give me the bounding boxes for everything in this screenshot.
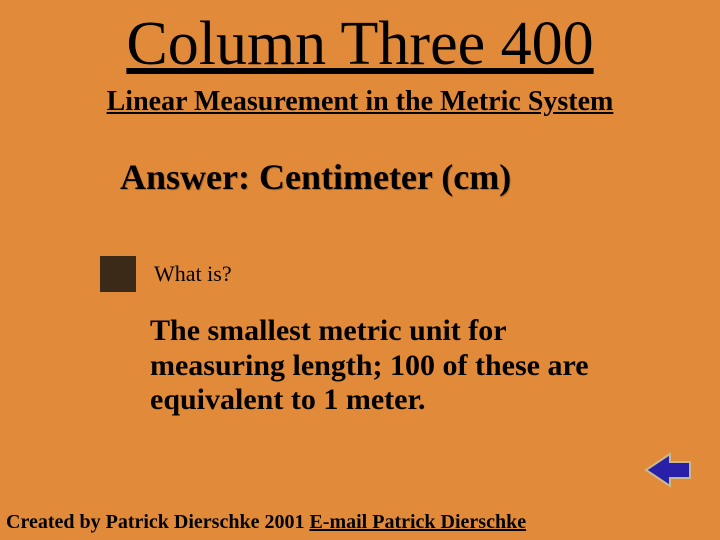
answer-line: Answer: Centimeter (cm) [120, 156, 720, 198]
question-row: What is? [100, 256, 720, 292]
bullet-icon [100, 256, 136, 292]
slide-title: Column Three 400 [0, 0, 720, 78]
footer-text: Created by Patrick Dierschke 2001 [6, 511, 309, 533]
definition-text: The smallest metric unit for measuring l… [150, 314, 640, 418]
answer-label: Answer: [120, 157, 250, 197]
footer-email-link[interactable]: E-mail Patrick Dierschke [309, 511, 526, 533]
footer: Created by Patrick Dierschke 2001 E-mail… [6, 511, 526, 534]
question-label: What is? [154, 261, 232, 287]
back-button[interactable] [644, 452, 692, 488]
answer-value: Centimeter (cm) [259, 157, 511, 197]
back-arrow-icon [644, 452, 692, 488]
slide-subtitle: Linear Measurement in the Metric System [0, 86, 720, 118]
